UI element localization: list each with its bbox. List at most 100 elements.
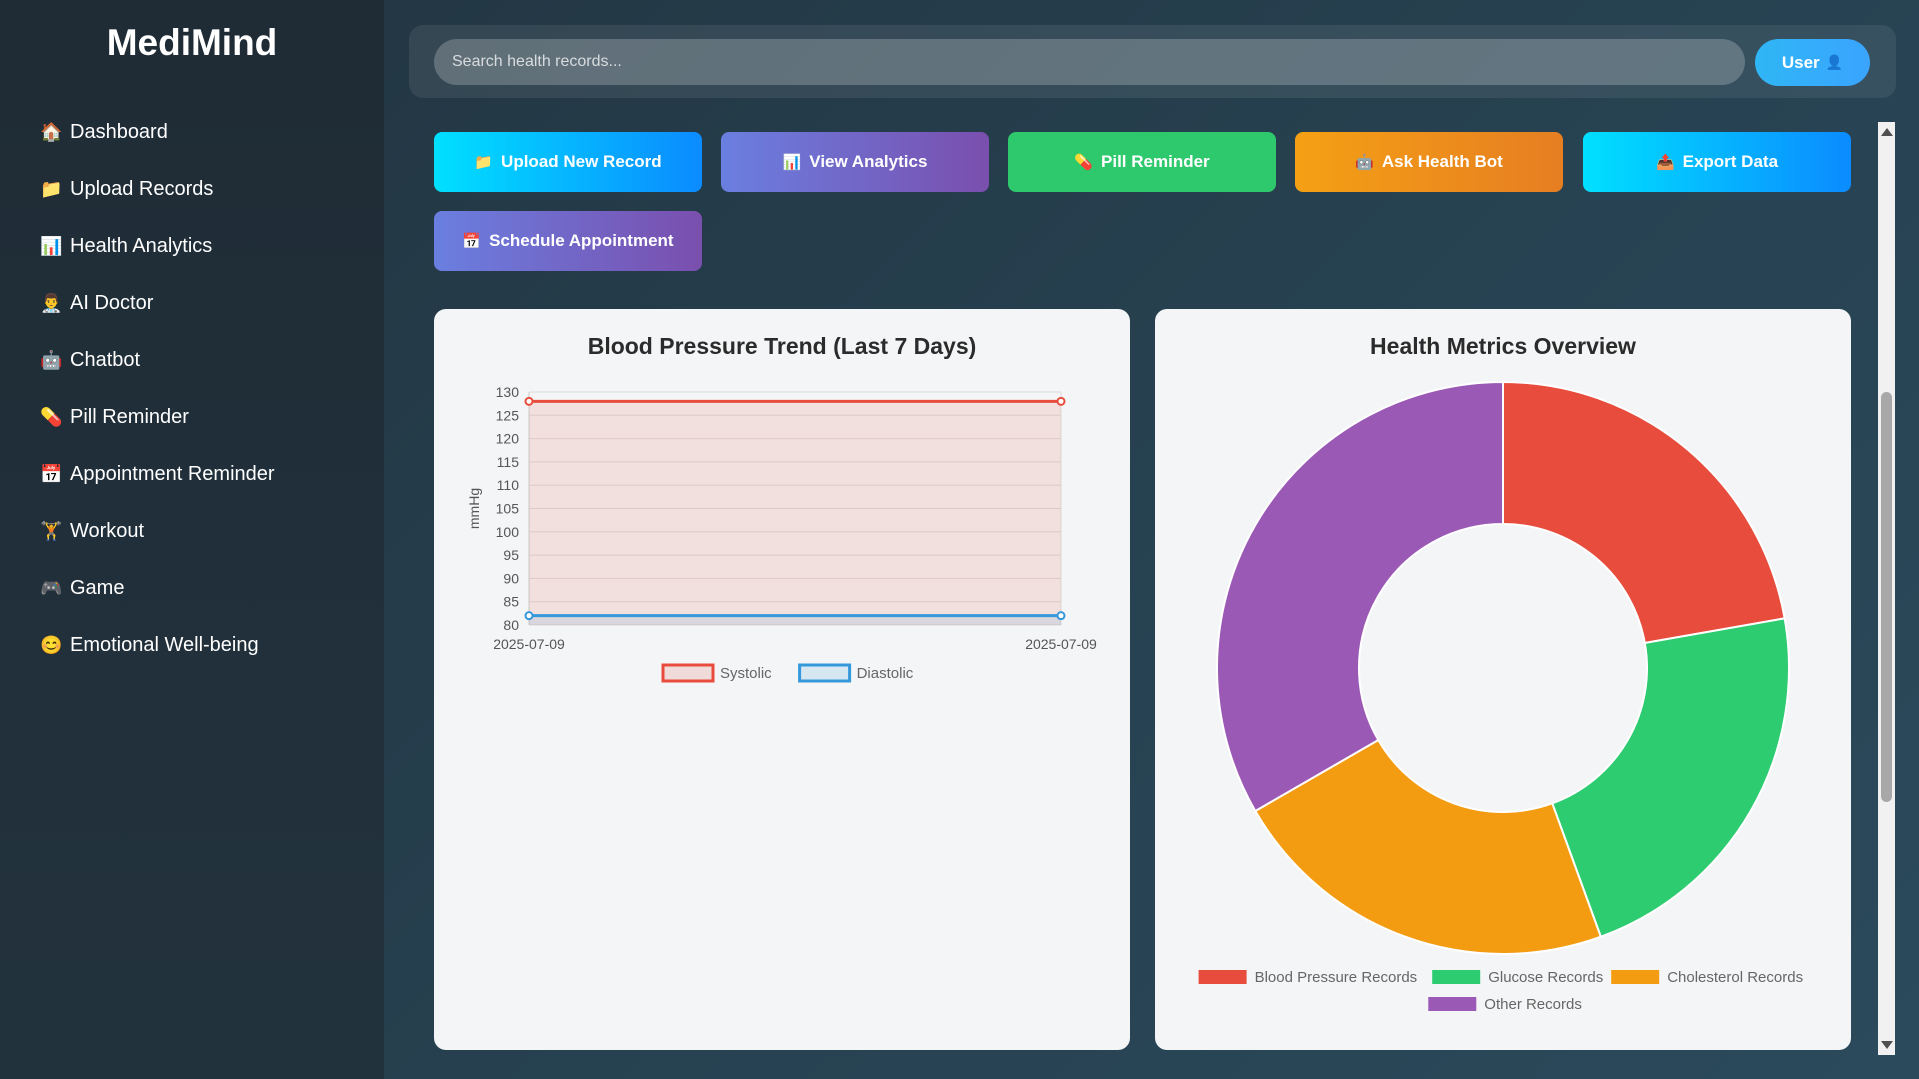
smiley-icon: 😊 bbox=[40, 635, 63, 655]
y-tick-label: 115 bbox=[497, 454, 520, 470]
legend-label: Glucose Records bbox=[1488, 969, 1603, 986]
scrollbar[interactable] bbox=[1878, 122, 1895, 1055]
y-tick-label: 90 bbox=[503, 570, 519, 586]
app-logo: MediMind bbox=[106, 22, 278, 63]
action-label: Ask Health Bot bbox=[1381, 152, 1503, 171]
legend-swatch bbox=[661, 663, 715, 683]
user-button-label: User bbox=[1781, 52, 1820, 72]
sidebar-item-label: Appointment Reminder bbox=[70, 463, 275, 485]
y-tick-label: 120 bbox=[496, 431, 520, 447]
blood-pressure-chart-title: Blood Pressure Trend (Last 7 Days) bbox=[587, 333, 977, 359]
legend-swatch bbox=[798, 663, 852, 683]
scrollbar-thumb[interactable] bbox=[1881, 392, 1892, 802]
search-input[interactable] bbox=[434, 39, 1745, 85]
action-label: View Analytics bbox=[809, 152, 928, 171]
action-label: Pill Reminder bbox=[1101, 152, 1210, 171]
user-button[interactable]: User 👤 bbox=[1755, 39, 1870, 86]
sidebar-item-ai-doctor[interactable]: 👨‍⚕️ AI Doctor bbox=[40, 275, 275, 332]
legend-label: Systolic bbox=[720, 665, 772, 682]
bar-chart-icon: 📊 bbox=[782, 154, 802, 171]
health-metrics-chart-title: Health Metrics Overview bbox=[1370, 333, 1636, 359]
legend-swatch bbox=[1611, 970, 1660, 984]
pill-reminder-button[interactable]: 💊 Pill Reminder bbox=[1008, 132, 1276, 192]
top-bar: User 👤 bbox=[409, 25, 1896, 98]
blood-pressure-card: Blood Pressure Trend (Last 7 Days) 130 12… bbox=[434, 309, 1130, 1050]
sidebar-item-pill-reminder[interactable]: 💊 Pill Reminder bbox=[40, 389, 275, 446]
calendar-icon: 📅 bbox=[40, 464, 63, 484]
folder-icon: 📁 bbox=[40, 179, 63, 199]
health-metrics-chart: Blood Pressure Records Glucose Records Cho… bbox=[1198, 380, 1803, 1013]
health-metrics-card: Health Metrics Overview Blood Pressure R… bbox=[1155, 309, 1851, 1050]
y-tick-label: 110 bbox=[497, 477, 520, 493]
data-point bbox=[1056, 611, 1066, 621]
sidebar-item-label: Health Analytics bbox=[70, 235, 213, 257]
legend-swatch bbox=[1198, 970, 1247, 984]
sidebar-item-health-analytics[interactable]: 📊 Health Analytics bbox=[40, 218, 275, 275]
ask-health-bot-button[interactable]: 🤖 Ask Health Bot bbox=[1295, 132, 1563, 192]
pie-slice bbox=[1216, 380, 1504, 813]
pie-slice bbox=[1502, 380, 1786, 645]
view-analytics-button[interactable]: 📊 View Analytics bbox=[721, 132, 989, 192]
schedule-appointment-button[interactable]: 📅 Schedule Appointment bbox=[434, 211, 702, 271]
sidebar-item-emotional-wellbeing[interactable]: 😊 Emotional Well-being bbox=[40, 617, 275, 674]
pill-icon: 💊 bbox=[1074, 154, 1094, 171]
sidebar-item-label: Workout bbox=[70, 520, 145, 542]
x-tick-label: 2025-07-09 bbox=[493, 636, 565, 652]
y-tick-label: 80 bbox=[503, 617, 519, 633]
sidebar-item-label: AI Doctor bbox=[70, 292, 154, 314]
calendar-icon: 📅 bbox=[462, 233, 482, 250]
sidebar-item-label: Dashboard bbox=[70, 121, 168, 143]
pie-slice bbox=[1550, 617, 1790, 939]
robot-icon: 🤖 bbox=[1355, 154, 1374, 171]
sidebar-item-dashboard[interactable]: 🏠 Dashboard bbox=[40, 104, 275, 161]
sidebar-item-game[interactable]: 🎮 Game bbox=[40, 560, 275, 617]
y-axis-label: mmHg bbox=[466, 488, 482, 529]
scroll-down-arrow-icon[interactable] bbox=[1881, 1041, 1893, 1049]
bar-chart-icon: 📊 bbox=[40, 236, 63, 256]
y-tick-label: 95 bbox=[503, 547, 519, 563]
legend-label: Blood Pressure Records bbox=[1255, 969, 1418, 986]
export-data-button[interactable]: 📤 Export Data bbox=[1583, 132, 1851, 192]
series-area bbox=[529, 401, 1061, 625]
sidebar: MediMind 🏠 Dashboard 📁 Upload Records 📊 … bbox=[0, 0, 384, 1079]
data-point bbox=[524, 396, 534, 406]
sidebar-item-chatbot[interactable]: 🤖 Chatbot bbox=[40, 332, 275, 389]
data-point bbox=[524, 611, 534, 621]
sidebar-item-workout[interactable]: 🏋️ Workout bbox=[40, 503, 275, 560]
y-tick-label: 105 bbox=[496, 501, 520, 517]
sidebar-item-label: Pill Reminder bbox=[70, 406, 189, 428]
legend-label: Diastolic bbox=[857, 665, 914, 682]
home-icon: 🏠 bbox=[40, 122, 63, 142]
sidebar-item-label: Upload Records bbox=[70, 178, 214, 200]
action-label: Schedule Appointment bbox=[489, 231, 674, 250]
y-tick-label: 130 bbox=[496, 384, 520, 400]
action-label: Upload New Record bbox=[501, 152, 662, 171]
y-tick-label: 100 bbox=[496, 524, 520, 540]
sidebar-item-upload-records[interactable]: 📁 Upload Records bbox=[40, 161, 275, 218]
weightlifter-icon: 🏋️ bbox=[40, 521, 63, 541]
action-label: Export Data bbox=[1682, 152, 1779, 171]
user-icon: 👤 bbox=[1825, 54, 1844, 70]
sidebar-item-label: Chatbot bbox=[70, 349, 141, 371]
legend-label: Other Records bbox=[1484, 996, 1582, 1013]
blood-pressure-chart: 130 125 120 115 110 105 100 95 90 85 80 mmHg 2025-07… bbox=[466, 384, 1097, 683]
robot-icon: 🤖 bbox=[40, 350, 63, 370]
upload-new-record-button[interactable]: 📁 Upload New Record bbox=[434, 132, 702, 192]
sidebar-nav: 🏠 Dashboard 📁 Upload Records 📊 Health An… bbox=[40, 104, 275, 674]
pill-icon: 💊 bbox=[40, 407, 63, 427]
sidebar-item-appointment-reminder[interactable]: 📅 Appointment Reminder bbox=[40, 446, 275, 503]
scroll-up-arrow-icon[interactable] bbox=[1881, 128, 1893, 136]
series-area bbox=[529, 615, 1061, 625]
folder-icon: 📁 bbox=[474, 154, 494, 171]
y-tick-label: 125 bbox=[496, 407, 520, 423]
data-point bbox=[1056, 396, 1066, 406]
doctor-icon: 👨‍⚕️ bbox=[40, 293, 63, 313]
game-controller-icon: 🎮 bbox=[40, 578, 63, 598]
legend-label: Cholesterol Records bbox=[1667, 969, 1803, 986]
y-tick-label: 85 bbox=[503, 594, 519, 610]
export-icon: 📤 bbox=[1655, 154, 1675, 171]
legend-swatch bbox=[1428, 997, 1477, 1011]
legend-swatch bbox=[1432, 970, 1481, 984]
x-tick-label: 2025-07-09 bbox=[1025, 636, 1097, 652]
sidebar-item-label: Emotional Well-being bbox=[70, 634, 259, 656]
